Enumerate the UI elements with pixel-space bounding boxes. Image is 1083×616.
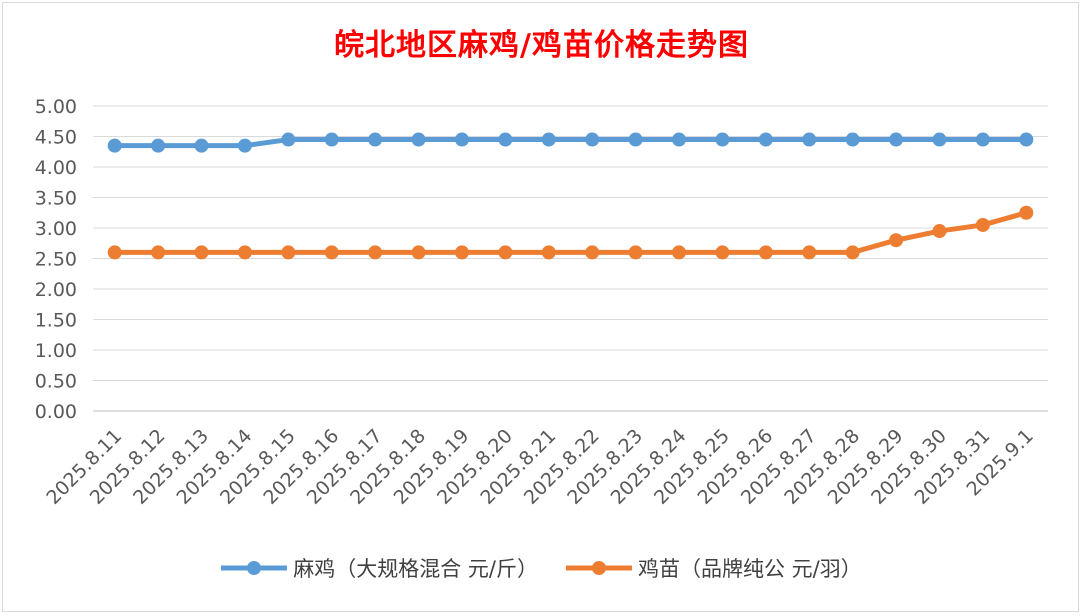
data-point-series1: [411, 132, 426, 147]
data-point-series2: [889, 233, 904, 248]
legend-label-series2: 鸡苗（品牌纯公 元/羽）: [638, 557, 862, 581]
data-point-series2: [237, 245, 252, 260]
y-tick-label: 4.00: [35, 157, 77, 179]
y-tick-label: 3.50: [35, 188, 77, 210]
y-tick-label: 0.00: [35, 401, 77, 423]
y-tick-label: 5.00: [35, 96, 77, 118]
y-tick-label: 3.00: [35, 218, 77, 240]
data-point-series2: [411, 245, 426, 260]
y-tick-label: 0.50: [35, 371, 77, 393]
data-point-series1: [237, 138, 252, 153]
data-point-series2: [758, 245, 773, 260]
data-point-series1: [107, 138, 122, 153]
data-point-series1: [715, 132, 730, 147]
data-point-series1: [845, 132, 860, 147]
data-point-series1: [454, 132, 469, 147]
data-point-series1: [802, 132, 817, 147]
data-point-series1: [541, 132, 556, 147]
chart-title: 皖北地区麻鸡/鸡苗价格走势图: [334, 28, 749, 63]
data-point-series1: [889, 132, 904, 147]
legend: 麻鸡（大规格混合 元/斤） 鸡苗（品牌纯公 元/羽）: [0, 553, 1083, 583]
data-point-series2: [975, 217, 990, 232]
data-point-series2: [585, 245, 600, 260]
data-point-series2: [281, 245, 296, 260]
y-tick-label: 2.00: [35, 279, 77, 301]
data-point-series2: [324, 245, 339, 260]
data-point-series2: [194, 245, 209, 260]
data-point-series2: [932, 224, 947, 239]
y-tick-label: 2.50: [35, 249, 77, 271]
data-point-series1: [324, 132, 339, 147]
series-line-1: [114, 137, 1027, 149]
data-point-series2: [628, 245, 643, 260]
data-point-series2: [107, 245, 122, 260]
legend-marker-series1: [221, 561, 288, 575]
data-point-series1: [1019, 132, 1034, 147]
data-point-series2: [802, 245, 817, 260]
y-tick-label: 1.00: [35, 340, 77, 362]
data-point-series2: [151, 245, 166, 260]
data-point-series2: [454, 245, 469, 260]
data-point-series1: [975, 132, 990, 147]
legend-marker-series2: [566, 561, 632, 575]
data-point-series1: [628, 132, 643, 147]
series-line-2: [114, 210, 1027, 255]
data-point-series1: [932, 132, 947, 147]
data-point-series2: [368, 245, 383, 260]
data-point-series1: [672, 132, 687, 147]
data-point-series2: [541, 245, 556, 260]
legend-item-series1: 麻鸡（大规格混合 元/斤）: [221, 553, 538, 583]
data-point-series1: [368, 132, 383, 147]
data-point-series2: [672, 245, 687, 260]
data-point-series2: [1019, 205, 1034, 220]
data-point-series1: [498, 132, 513, 147]
y-tick-label: 4.50: [35, 127, 77, 149]
data-point-series1: [151, 138, 166, 153]
data-point-series1: [758, 132, 773, 147]
data-point-series1: [281, 132, 296, 147]
data-point-series1: [585, 132, 600, 147]
data-point-series1: [194, 138, 209, 153]
data-point-series2: [715, 245, 730, 260]
data-point-series2: [845, 245, 860, 260]
legend-item-series2: 鸡苗（品牌纯公 元/羽）: [566, 553, 862, 583]
legend-label-series1: 麻鸡（大规格混合 元/斤）: [293, 557, 538, 581]
y-tick-label: 1.50: [35, 310, 77, 332]
data-point-series2: [498, 245, 513, 260]
